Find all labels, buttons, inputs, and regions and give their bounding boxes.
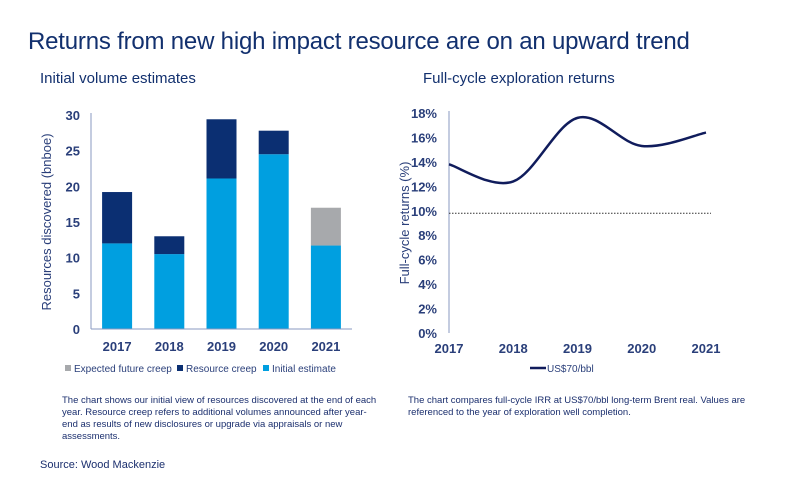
x-tick-label: 2018	[499, 341, 528, 356]
x-tick-label: 2020	[627, 341, 656, 356]
bar-resource-creep	[102, 192, 133, 244]
y-tick-label: 14%	[411, 155, 437, 170]
y-tick-label: 6%	[418, 253, 437, 268]
y-tick-label: 10	[66, 251, 80, 266]
legend-label: US$70/bbl	[547, 364, 594, 375]
bar-chart-note: The chart shows our initial view of reso…	[62, 395, 377, 442]
bar-initial-estimate	[206, 178, 237, 329]
y-tick-label: 30	[66, 108, 80, 123]
x-tick-label: 2021	[311, 339, 340, 354]
x-tick-label: 2021	[692, 341, 721, 356]
y-tick-label: 16%	[411, 130, 437, 145]
y-axis-label: Full-cycle returns (%)	[397, 162, 412, 285]
line-chart-note: The chart compares full-cycle IRR at US$…	[408, 395, 746, 418]
y-tick-label: 18%	[411, 106, 437, 121]
y-tick-label: 2%	[418, 302, 437, 317]
bar-chart: 0 5 10 15 20 25 30 2017 2018 2019 2020 2021 Resource…	[39, 108, 352, 375]
bar-initial-estimate	[310, 245, 341, 329]
y-axis-label: Resources discovered (bnboe)	[39, 133, 54, 310]
bar-chart-title: Initial volume estimates	[40, 70, 196, 87]
bar-resource-creep	[206, 119, 237, 179]
legend-swatch	[65, 365, 71, 371]
y-tick-label: 4%	[418, 277, 437, 292]
bar-resource-creep	[154, 236, 185, 255]
y-tick-label: 12%	[411, 179, 437, 194]
page-title: Returns from new high impact resource ar…	[28, 28, 690, 55]
bar-resource-creep	[258, 130, 289, 155]
y-tick-label: 5	[73, 286, 80, 301]
legend-swatch	[177, 365, 183, 371]
x-tick-label: 2017	[435, 341, 464, 356]
bar-initial-estimate	[154, 254, 185, 329]
y-tick-label: 0%	[418, 326, 437, 341]
y-tick-label: 0	[73, 322, 80, 337]
source-label: Source: Wood Mackenzie	[40, 459, 166, 471]
legend-label: Expected future creep	[74, 364, 172, 375]
x-tick-label: 2018	[155, 339, 184, 354]
legend-label: Resource creep	[186, 364, 257, 375]
series-line	[448, 115, 707, 185]
legend-label: Initial estimate	[272, 364, 336, 375]
y-tick-label: 20	[66, 179, 80, 194]
y-tick-label: 8%	[418, 228, 437, 243]
x-tick-label: 2017	[103, 339, 132, 354]
x-tick-label: 2019	[563, 341, 592, 356]
line-chart: 0% 2% 4% 6% 8% 10% 12% 14% 16% 18% 2017 2018 2019 202…	[397, 106, 721, 375]
y-tick-label: 25	[66, 144, 80, 159]
y-tick-label: 10%	[411, 204, 437, 219]
line-chart-title: Full-cycle exploration returns	[423, 70, 615, 87]
bar-expected-future-creep	[310, 207, 341, 246]
x-tick-label: 2019	[207, 339, 236, 354]
legend-swatch	[263, 365, 269, 371]
y-tick-label: 15	[66, 215, 80, 230]
bar-initial-estimate	[258, 154, 289, 329]
x-tick-label: 2020	[259, 339, 288, 354]
bar-initial-estimate	[102, 243, 133, 329]
